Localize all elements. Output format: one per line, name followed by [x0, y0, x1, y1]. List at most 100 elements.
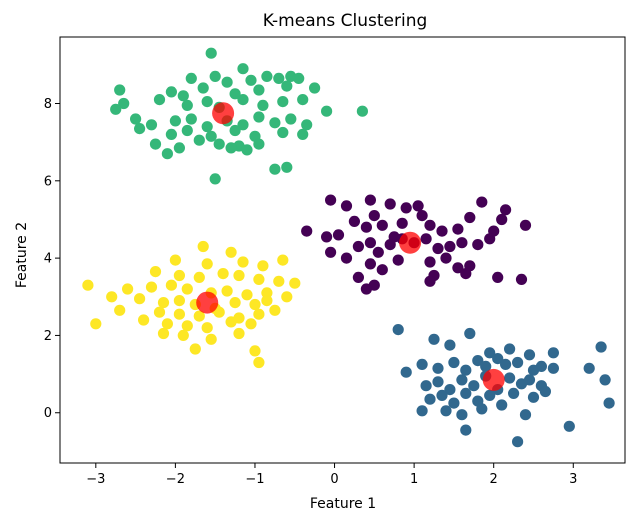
data-point-cluster-0 [348, 215, 360, 227]
data-point-cluster-0 [424, 219, 436, 231]
data-point-cluster-3 [233, 327, 245, 340]
data-point-cluster-3 [253, 308, 265, 320]
data-point-cluster-1 [416, 405, 428, 417]
data-point-cluster-0 [519, 219, 532, 231]
data-point-cluster-1 [448, 356, 460, 369]
data-point-cluster-2 [185, 72, 197, 84]
data-point-cluster-0 [432, 242, 444, 255]
data-point-cluster-1 [460, 387, 472, 399]
data-point-cluster-1 [428, 333, 440, 345]
data-point-cluster-3 [165, 279, 177, 291]
data-point-cluster-1 [420, 380, 432, 392]
data-point-cluster-1 [507, 387, 520, 399]
data-point-cluster-2 [285, 113, 297, 125]
centroid-marker [482, 368, 505, 391]
data-point-cluster-0 [484, 233, 496, 245]
data-point-cluster-0 [420, 233, 432, 245]
data-point-cluster-1 [448, 397, 460, 409]
data-point-cluster-2 [161, 148, 173, 160]
data-point-cluster-0 [412, 200, 424, 212]
data-point-cluster-0 [492, 271, 504, 283]
data-point-cluster-3 [237, 256, 249, 268]
data-point-cluster-0 [321, 231, 333, 243]
data-point-cluster-2 [165, 86, 177, 98]
data-point-cluster-2 [356, 105, 368, 117]
data-point-cluster-2 [253, 111, 265, 123]
data-point-cluster-2 [237, 94, 249, 106]
data-point-cluster-0 [325, 246, 337, 258]
data-point-cluster-0 [496, 213, 508, 226]
data-point-cluster-2 [229, 124, 241, 137]
data-point-cluster-2 [237, 119, 249, 131]
data-point-cluster-2 [261, 70, 273, 82]
data-point-cluster-2 [281, 161, 293, 173]
data-point-cluster-0 [384, 198, 396, 210]
data-point-cluster-3 [253, 356, 265, 369]
x-tick-label: 1 [410, 472, 418, 487]
data-point-cluster-3 [82, 279, 94, 291]
data-point-cluster-3 [181, 283, 193, 295]
data-point-cluster-2 [173, 142, 185, 154]
data-point-cluster-1 [519, 409, 532, 421]
data-point-cluster-2 [293, 72, 305, 84]
data-point-cluster-0 [500, 204, 512, 216]
y-tick-label: 0 [44, 406, 52, 421]
data-point-cluster-0 [364, 194, 376, 206]
data-point-cluster-3 [157, 327, 170, 340]
data-point-cluster-3 [289, 277, 301, 289]
data-point-cluster-2 [229, 88, 241, 100]
data-point-cluster-3 [217, 268, 229, 280]
data-point-cluster-3 [145, 281, 158, 293]
data-point-cluster-3 [193, 310, 205, 322]
y-tick-label: 2 [44, 329, 52, 344]
data-point-cluster-2 [201, 96, 213, 108]
data-point-cluster-2 [209, 173, 221, 185]
data-point-cluster-3 [273, 275, 285, 287]
data-point-cluster-2 [134, 123, 146, 135]
data-point-cluster-1 [480, 360, 492, 372]
x-tick-label: −1 [245, 472, 264, 487]
data-point-cluster-3 [106, 291, 118, 303]
data-point-cluster-0 [392, 254, 404, 266]
data-point-cluster-1 [432, 362, 444, 374]
data-point-cluster-0 [452, 262, 464, 274]
data-point-cluster-0 [352, 271, 364, 283]
axis-ticks: −3 −2 −1 0 1 2 3 0 2 4 6 8 [44, 97, 578, 487]
data-point-cluster-2 [197, 82, 209, 94]
data-point-cluster-2 [301, 119, 313, 131]
data-point-cluster-1 [484, 389, 496, 401]
data-point-cluster-3 [90, 318, 102, 330]
data-point-cluster-3 [233, 269, 245, 282]
data-point-cluster-2 [253, 84, 265, 96]
data-point-cluster-0 [372, 246, 384, 258]
x-tick-label: −2 [166, 472, 185, 487]
data-point-cluster-2 [193, 134, 205, 146]
centroid-marker [196, 291, 219, 314]
data-point-cluster-3 [281, 291, 293, 303]
data-point-cluster-1 [472, 355, 484, 367]
data-point-cluster-3 [249, 298, 261, 311]
chart-title: K-means Clustering [263, 11, 428, 31]
data-point-cluster-3 [193, 271, 205, 283]
data-point-cluster-2 [281, 80, 293, 92]
data-point-cluster-0 [325, 194, 337, 206]
data-point-cluster-0 [460, 268, 472, 280]
data-point-cluster-0 [368, 210, 380, 222]
data-point-cluster-2 [273, 72, 285, 84]
data-point-cluster-3 [253, 273, 265, 285]
data-point-cluster-1 [504, 343, 516, 355]
data-point-cluster-3 [114, 304, 126, 316]
data-point-cluster-1 [468, 380, 480, 392]
data-point-cluster-2 [181, 124, 193, 137]
data-point-cluster-3 [225, 316, 237, 328]
data-point-cluster-3 [197, 240, 209, 253]
data-point-cluster-2 [253, 138, 265, 150]
data-point-cluster-3 [241, 289, 253, 301]
data-point-cluster-1 [424, 393, 436, 405]
data-point-cluster-2 [145, 119, 158, 131]
data-point-cluster-2 [321, 105, 333, 117]
data-point-cluster-3 [173, 269, 185, 282]
data-point-cluster-3 [201, 258, 213, 270]
data-point-cluster-0 [360, 221, 372, 233]
